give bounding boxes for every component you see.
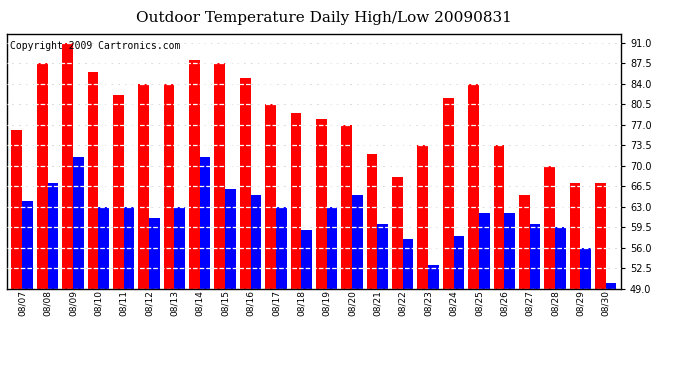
Bar [113,95,124,375]
Bar [469,84,479,375]
Bar [392,177,403,375]
Bar [453,236,464,375]
Bar [606,283,616,375]
Bar [555,227,566,375]
Bar [215,63,225,375]
Bar [48,183,58,375]
Bar [189,60,200,375]
Bar [326,207,337,375]
Text: Copyright 2009 Cartronics.com: Copyright 2009 Cartronics.com [10,41,180,51]
Bar [22,201,33,375]
Bar [139,84,149,375]
Bar [479,213,489,375]
Bar [98,207,109,375]
Bar [265,104,276,375]
Bar [570,183,580,375]
Bar [62,42,73,375]
Bar [240,78,250,375]
Bar [225,189,236,375]
Bar [417,145,428,375]
Bar [595,183,606,375]
Bar [530,224,540,375]
Bar [302,230,312,375]
Bar [377,224,388,375]
Bar [88,72,98,375]
Bar [403,239,413,375]
Bar [544,166,555,375]
Bar [352,195,363,375]
Bar [37,63,48,375]
Bar [276,207,286,375]
Bar [73,157,83,375]
Bar [493,145,504,375]
Bar [12,130,22,375]
Bar [124,207,135,375]
Bar [316,119,326,375]
Bar [366,154,377,375]
Bar [443,98,453,375]
Bar [164,84,175,375]
Bar [342,124,352,375]
Bar [149,218,159,375]
Bar [200,157,210,375]
Bar [250,195,262,375]
Text: Outdoor Temperature Daily High/Low 20090831: Outdoor Temperature Daily High/Low 20090… [137,11,512,25]
Bar [428,265,439,375]
Bar [504,213,515,375]
Bar [519,195,530,375]
Bar [580,248,591,375]
Bar [175,207,185,375]
Bar [290,113,302,375]
